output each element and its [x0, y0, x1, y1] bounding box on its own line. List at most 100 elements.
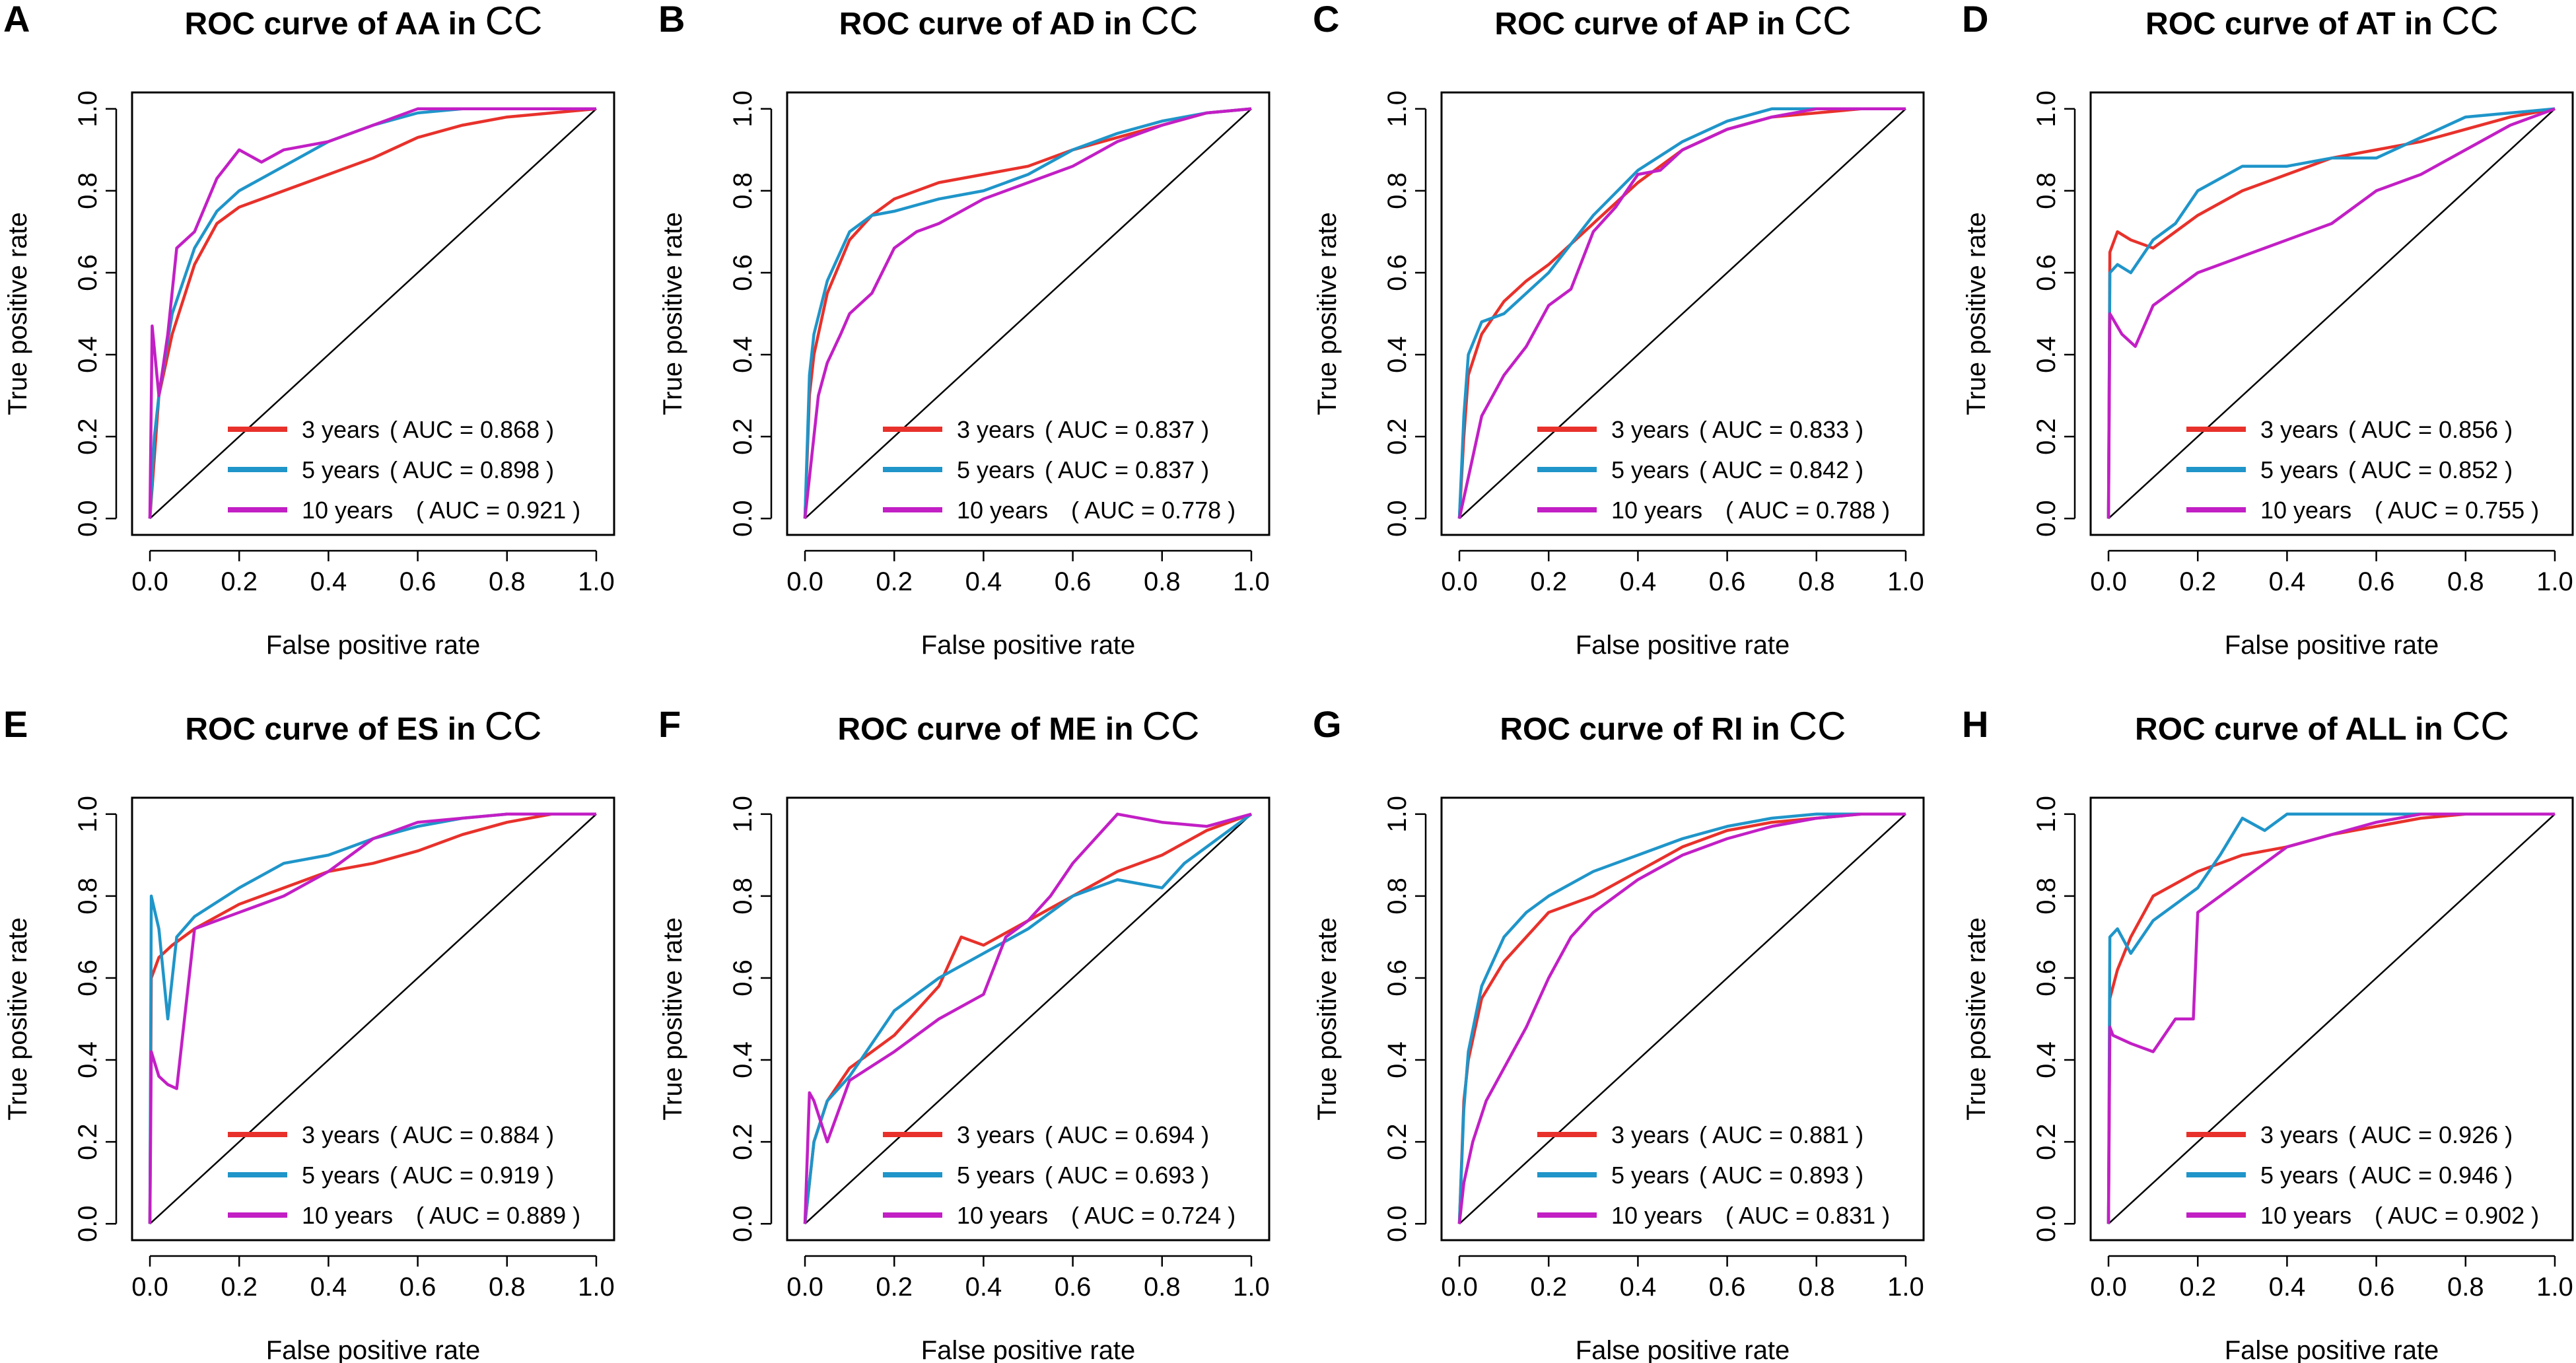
legend-label: 3 years [1611, 416, 1689, 443]
roc-line-10-years [1457, 107, 1906, 519]
legend-auc: ( AUC = 0.919 ) [390, 1162, 554, 1189]
y-tick-label: 1.0 [728, 796, 757, 833]
y-tick-label: 0.8 [2032, 172, 2061, 209]
y-tick-label: 0.0 [2032, 500, 2061, 537]
legend-label: 10 years [302, 1202, 393, 1229]
y-tick-label: 0.8 [1383, 172, 1412, 209]
y-tick-label: 0.2 [728, 1123, 757, 1160]
y-tick-label: 0.8 [1383, 878, 1412, 915]
x-tick-label: 0.6 [2358, 567, 2395, 596]
y-tick-label: 0.2 [73, 418, 102, 455]
legend-label: 5 years [302, 1162, 380, 1189]
legend: 3 years ( AUC = 0.868 ) 5 years ( AUC = 0.8… [228, 416, 580, 524]
roc-panel-g: G ROC curve of RI in CC 0.0 0.2 0.4 0.6 0.8 1.0… [1313, 703, 1925, 1363]
legend-auc: ( AUC = 0.842 ) [1699, 456, 1863, 483]
y-tick-label: 0.8 [73, 878, 102, 915]
legend-auc: ( AUC = 0.694 ) [1045, 1121, 1209, 1148]
y-tick-label: 0.2 [2032, 1123, 2061, 1160]
x-tick-label: 1.0 [1233, 1273, 1270, 1302]
x-tick-label: 0.6 [1709, 567, 1746, 596]
roc-line-3-years [2106, 107, 2556, 519]
x-tick-label: 0.0 [131, 1273, 168, 1302]
roc-panel-d: D ROC curve of AT in CC 0.0 0.2 0.4 0.6 0.8 1.0… [1962, 0, 2574, 660]
y-tick-label: 0.6 [1383, 254, 1412, 291]
y-tick-label: 0.0 [1383, 1205, 1412, 1242]
reference-diagonal [149, 108, 597, 520]
legend-auc: ( AUC = 0.889 ) [416, 1202, 580, 1229]
x-tick-label: 1.0 [1233, 567, 1270, 596]
legend-auc: ( AUC = 0.831 ) [1725, 1202, 1890, 1229]
chart-title: ROC curve of ME in CC [837, 704, 1199, 748]
y-tick-label: 0.6 [2032, 254, 2061, 291]
y-tick-label: 0.4 [728, 1041, 757, 1078]
reference-diagonal [2108, 813, 2556, 1225]
legend-label: 5 years [2260, 1162, 2338, 1189]
roc-panel-f: F ROC curve of ME in CC 0.0 0.2 0.4 0.6 0.8 1.0… [658, 703, 1271, 1363]
y-tick-label: 1.0 [1383, 90, 1412, 127]
roc-line-10-years [2106, 107, 2556, 519]
legend-label: 10 years [1611, 1202, 1702, 1229]
legend: 3 years ( AUC = 0.926 ) 5 years ( AUC = 0.9… [2186, 1121, 2539, 1229]
legend-label: 5 years [1611, 1162, 1689, 1189]
roc-panel-a: A ROC curve of AA in CC 0.0 0.2 0.4 0.6 0.8 1.0… [3, 0, 615, 660]
y-tick-label: 1.0 [1383, 796, 1412, 833]
legend: 3 years ( AUC = 0.881 ) 5 years ( AUC = 0.8… [1537, 1121, 1890, 1229]
x-tick-label: 1.0 [578, 567, 615, 596]
x-axis-label: False positive rate [921, 1336, 1136, 1363]
x-axis-label: False positive rate [2225, 1336, 2439, 1363]
legend-label: 3 years [2260, 1121, 2338, 1148]
y-axis-label: True positive rate [3, 212, 32, 415]
y-tick-label: 0.2 [73, 1123, 102, 1160]
legend-label: 10 years [302, 497, 393, 524]
legend-label: 3 years [957, 1121, 1035, 1148]
x-tick-label: 0.2 [1530, 567, 1567, 596]
x-tick-label: 0.0 [786, 1273, 823, 1302]
chart-title: ROC curve of AD in CC [839, 0, 1199, 43]
plot-frame [786, 91, 1271, 536]
plot-frame [786, 796, 1271, 1241]
legend-label: 3 years [302, 416, 380, 443]
x-tick-label: 0.2 [876, 567, 913, 596]
legend-auc: ( AUC = 0.693 ) [1045, 1162, 1209, 1189]
roc-line-5-years [803, 107, 1252, 519]
roc-line-5-years [1457, 107, 1906, 519]
x-tick-label: 0.0 [2090, 567, 2127, 596]
x-tick-label: 1.0 [2536, 567, 2573, 596]
legend-auc: ( AUC = 0.898 ) [390, 456, 554, 483]
x-tick-label: 0.8 [2447, 1273, 2484, 1302]
y-tick-label: 0.8 [728, 172, 757, 209]
reference-diagonal [149, 813, 597, 1225]
x-tick-label: 0.4 [310, 1273, 347, 1302]
x-tick-label: 1.0 [578, 1273, 615, 1302]
roc-panel-c: C ROC curve of AP in CC 0.0 0.2 0.4 0.6 0.8 1.0… [1313, 0, 1925, 660]
y-tick-label: 1.0 [73, 90, 102, 127]
panel-letter: B [658, 0, 685, 40]
y-tick-label: 0.6 [728, 960, 757, 996]
y-tick-label: 0.4 [73, 336, 102, 373]
y-tick-label: 0.4 [2032, 1041, 2061, 1078]
x-tick-label: 0.0 [1441, 567, 1478, 596]
legend-label: 3 years [957, 416, 1035, 443]
reference-diagonal [1459, 813, 1906, 1225]
y-tick-label: 0.6 [73, 254, 102, 291]
legend-auc: ( AUC = 0.856 ) [2348, 416, 2513, 443]
y-tick-label: 0.6 [2032, 960, 2061, 996]
y-tick-label: 0.2 [2032, 418, 2061, 455]
legend-auc: ( AUC = 0.724 ) [1071, 1202, 1236, 1229]
plot-frame [131, 91, 615, 536]
legend-auc: ( AUC = 0.921 ) [416, 497, 580, 524]
reference-diagonal [804, 813, 1252, 1225]
legend-auc: ( AUC = 0.837 ) [1045, 456, 1209, 483]
legend: 3 years ( AUC = 0.837 ) 5 years ( AUC = 0.8… [883, 416, 1236, 524]
y-tick-label: 0.8 [728, 878, 757, 915]
y-axis-label: True positive rate [658, 212, 687, 415]
legend-label: 5 years [957, 456, 1035, 483]
legend-label: 10 years [957, 1202, 1048, 1229]
chart-title: ROC curve of ALL in CC [2135, 704, 2509, 748]
y-tick-label: 0.0 [73, 500, 102, 537]
chart-title: ROC curve of AA in CC [184, 0, 542, 43]
legend-label: 5 years [957, 1162, 1035, 1189]
panel-letter: F [658, 703, 681, 745]
legend-auc: ( AUC = 0.755 ) [2375, 497, 2539, 524]
